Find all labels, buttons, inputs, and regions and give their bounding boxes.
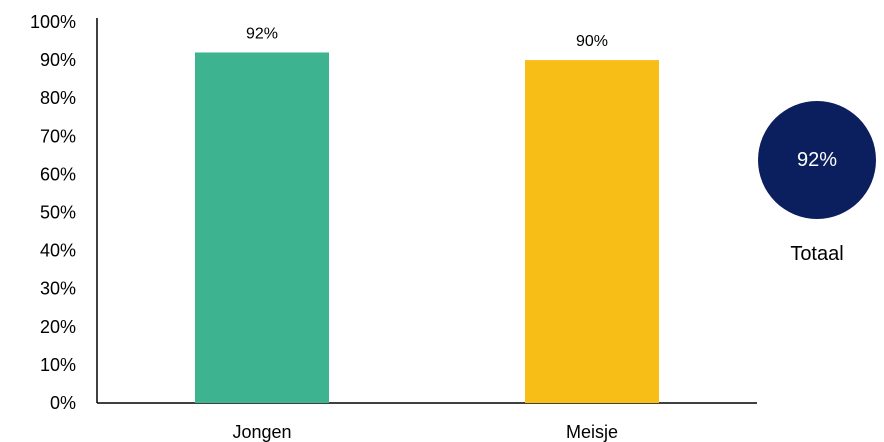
y-tick-label: 50% (40, 203, 76, 223)
y-tick-label: 100% (30, 12, 76, 32)
y-tick-label: 70% (40, 126, 76, 146)
total-label: Totaal (790, 243, 844, 265)
bar (525, 60, 659, 403)
y-tick-label: 80% (40, 88, 76, 108)
bar-data-label: 90% (576, 33, 608, 50)
bar-chart: 0% 10% 20% 30% 40% 50% 60% 70% 80% 90% 100% 92% Jong… (30, 12, 757, 442)
y-tick-label: 60% (40, 164, 76, 184)
x-category-label: Meisje (566, 422, 618, 442)
y-tick-label: 30% (40, 279, 76, 299)
total-value: 92% (796, 148, 838, 171)
y-tick-label: 10% (40, 355, 76, 375)
total-circle: 92% (758, 101, 876, 219)
x-category-label: Jongen (232, 422, 291, 442)
bar (195, 52, 329, 403)
bar-data-label: 92% (246, 25, 278, 42)
y-tick-label: 0% (50, 393, 76, 413)
y-tick-label: 90% (40, 50, 76, 70)
y-tick-label: 20% (40, 317, 76, 337)
y-tick-label: 40% (40, 241, 76, 261)
